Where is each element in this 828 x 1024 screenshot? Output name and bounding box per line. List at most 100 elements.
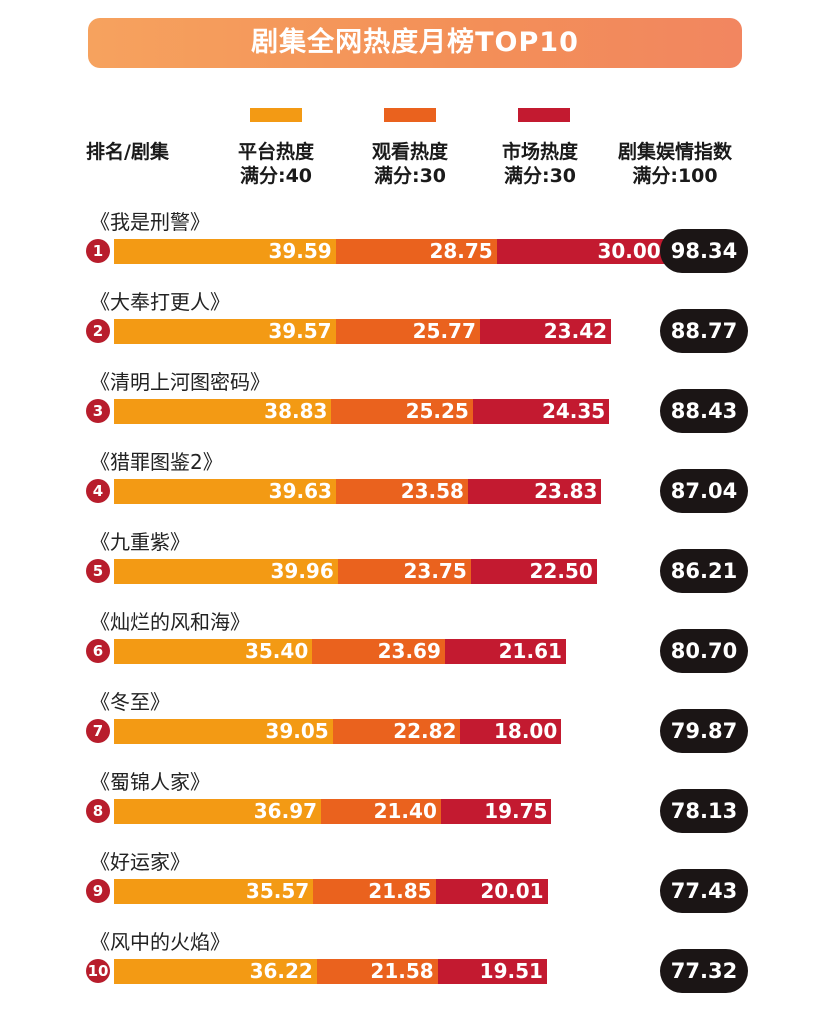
bar-viewing-2 <box>335 319 480 344</box>
index-value-7: 79.87 <box>660 709 748 753</box>
header-viewing: 观看热度 满分:30 <box>358 140 462 188</box>
bar-label-platform-1: 39.59 <box>268 239 332 263</box>
bar-viewing-8 <box>321 799 441 824</box>
bar-label-platform-6: 35.40 <box>244 639 309 663</box>
header-index-title: 剧集娱情指数 <box>617 141 732 163</box>
header-market-max: 满分:30 <box>503 165 577 187</box>
rank-badge-7: 7 <box>86 719 110 743</box>
index-value-3: 88.43 <box>660 389 748 433</box>
bar-label-market-7: 18.00 <box>494 719 558 743</box>
bar-market-7 <box>460 719 562 744</box>
index-value-10: 77.32 <box>660 949 748 993</box>
bar-viewing-10 <box>316 959 438 984</box>
index-value-2: 88.77 <box>660 309 748 353</box>
index-value-6: 80.70 <box>660 629 748 673</box>
bar-label-viewing-2: 25.77 <box>412 319 476 343</box>
show-name-7: 《冬至》 <box>90 690 170 714</box>
bar-platform-5 <box>114 559 338 584</box>
bar-label-viewing-6: 23.69 <box>377 639 441 663</box>
header-platform-title: 平台热度 <box>237 141 314 163</box>
bar-viewing-9 <box>313 879 436 904</box>
bar-market-8 <box>440 799 552 824</box>
chart-title: 剧集全网热度月榜TOP10 <box>251 27 579 58</box>
bar-label-viewing-7: 22.82 <box>393 719 457 743</box>
bar-platform-3 <box>114 399 332 424</box>
bar-label-platform-3: 38.83 <box>264 399 328 423</box>
bar-viewing-7 <box>332 719 461 744</box>
bar-viewing-5 <box>337 559 471 584</box>
bar-viewing-3 <box>331 399 473 424</box>
index-value-1: 98.34 <box>660 229 748 273</box>
bar-label-market-2: 23.42 <box>543 319 608 343</box>
bar-label-market-8: 19.75 <box>484 799 548 823</box>
bar-viewing-1 <box>335 239 497 264</box>
show-name-6: 《灿烂的风和海》 <box>90 610 250 634</box>
bar-market-5 <box>470 559 597 584</box>
legend-swatch-platform <box>250 108 302 122</box>
show-name-8: 《蜀锦人家》 <box>90 770 210 794</box>
header-platform-max: 满分:40 <box>239 165 313 187</box>
bar-market-4 <box>467 479 602 504</box>
header-market: 市场热度 满分:30 <box>488 140 592 188</box>
index-value-9: 77.43 <box>660 869 748 913</box>
show-name-10: 《风中的火焰》 <box>90 930 230 954</box>
rank-badge-8: 8 <box>86 799 110 823</box>
bar-label-viewing-1: 28.75 <box>429 239 493 263</box>
rank-badge-6: 6 <box>86 639 110 663</box>
bar-label-platform-7: 39.05 <box>265 719 329 743</box>
rank-badge-3: 3 <box>86 399 110 423</box>
bar-label-viewing-5: 23.75 <box>403 559 467 583</box>
header-platform: 平台热度 满分:40 <box>224 140 328 188</box>
bar-label-platform-10: 36.22 <box>249 959 313 983</box>
rank-badge-5: 5 <box>86 559 110 583</box>
index-value-5: 86.21 <box>660 549 748 593</box>
bar-label-viewing-8: 21.40 <box>373 799 437 823</box>
header-market-title: 市场热度 <box>501 141 578 163</box>
bar-platform-7 <box>114 719 333 744</box>
header-viewing-max: 满分:30 <box>373 165 447 187</box>
bar-market-3 <box>472 399 610 424</box>
rank-badge-9: 9 <box>86 879 110 903</box>
index-value-8: 78.13 <box>660 789 748 833</box>
show-name-3: 《清明上河图密码》 <box>90 370 270 394</box>
bar-platform-2 <box>114 319 336 344</box>
header-index: 剧集娱情指数 满分:100 <box>598 140 752 188</box>
bar-label-platform-5: 39.96 <box>270 559 334 583</box>
bar-label-market-4: 23.83 <box>534 479 598 503</box>
bar-label-platform-4: 39.63 <box>268 479 332 503</box>
bar-label-viewing-10: 21.58 <box>370 959 434 983</box>
bar-platform-6 <box>114 639 313 664</box>
bar-label-viewing-4: 23.58 <box>400 479 464 503</box>
show-name-9: 《好运家》 <box>90 850 190 874</box>
show-name-4: 《猎罪图鉴2》 <box>90 450 223 474</box>
bar-viewing-6 <box>312 639 445 664</box>
bar-platform-10 <box>114 959 317 984</box>
bar-market-6 <box>444 639 566 664</box>
rank-badge-2: 2 <box>86 319 110 343</box>
bar-label-market-5: 22.50 <box>529 559 593 583</box>
bar-label-market-9: 20.01 <box>480 879 544 903</box>
bar-platform-4 <box>114 479 336 504</box>
bar-market-10 <box>437 959 547 984</box>
bar-market-1 <box>496 239 665 264</box>
show-name-2: 《大奉打更人》 <box>90 290 230 314</box>
show-name-5: 《九重紫》 <box>90 530 190 554</box>
bar-label-market-6: 21.61 <box>498 639 562 663</box>
header-rank-show: 排名/剧集 <box>86 141 169 163</box>
rank-badge-4: 4 <box>86 479 110 503</box>
bar-platform-1 <box>114 239 336 264</box>
bar-viewing-4 <box>335 479 468 504</box>
rank-badge-10: 10 <box>86 959 110 983</box>
bar-label-viewing-3: 25.25 <box>405 399 469 423</box>
bar-market-9 <box>435 879 548 904</box>
bar-label-platform-8: 36.97 <box>253 799 318 823</box>
bar-label-market-1: 30.00 <box>597 239 661 263</box>
bar-label-platform-9: 35.57 <box>245 879 310 903</box>
legend-swatch-market <box>518 108 570 122</box>
rank-badge-1: 1 <box>86 239 110 263</box>
bar-label-market-3: 24.35 <box>541 399 606 423</box>
index-value-4: 87.04 <box>660 469 748 513</box>
header-index-max: 满分:100 <box>632 165 718 187</box>
title-banner: 剧集全网热度月榜TOP10 <box>88 18 742 68</box>
